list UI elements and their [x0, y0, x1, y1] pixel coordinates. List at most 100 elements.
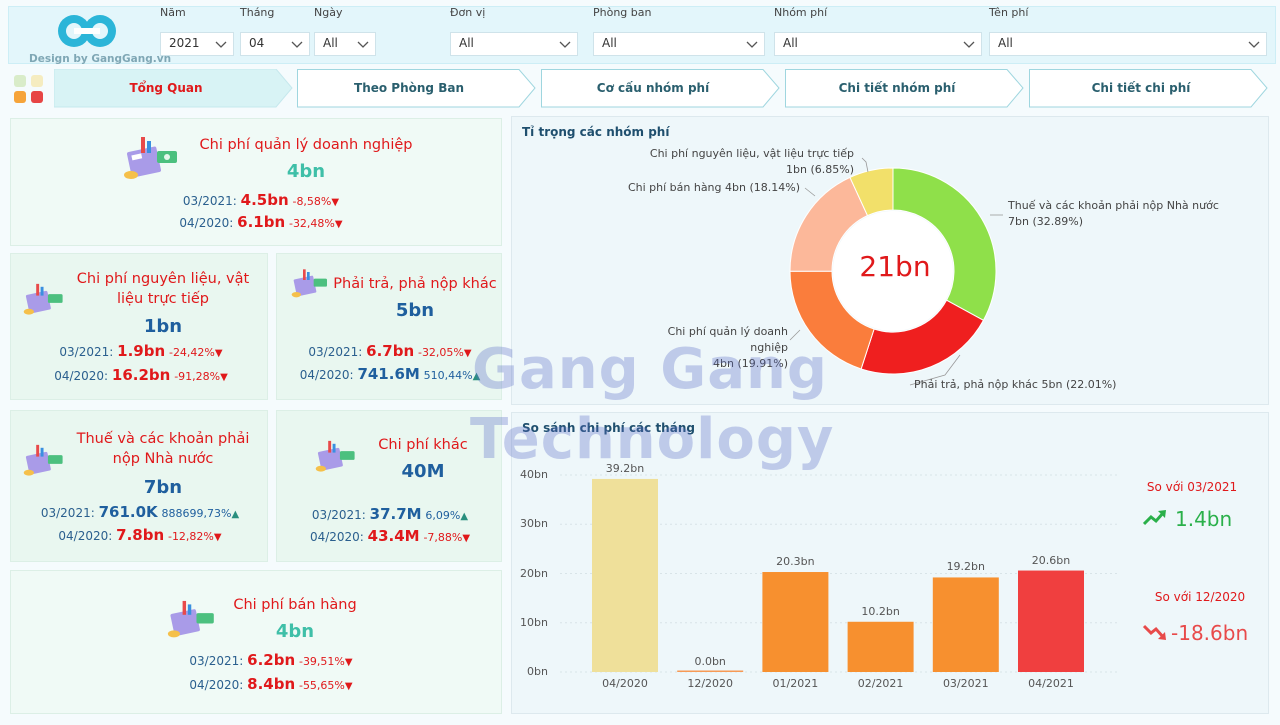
month-select[interactable]: 04 [240, 32, 310, 56]
bar[interactable] [1018, 570, 1084, 672]
filter-year: Năm 2021 [160, 6, 234, 56]
donut-label-materials: Chi phí nguyên liệu, vật liệu trực tiếp … [620, 146, 854, 178]
x-tick-label: 03/2021 [942, 677, 989, 690]
bar-value-label: 39.2bn [605, 461, 645, 475]
triangle-down-icon: ▼ [331, 197, 340, 208]
bar[interactable] [677, 670, 744, 673]
card-row-prev-month: 03/2021: 1.9bn -24,42%▼ [21, 342, 261, 360]
tab-label: Chi tiết chi phí [1091, 81, 1191, 95]
year-select[interactable]: 2021 [160, 32, 234, 56]
row-period: 03/2021: [182, 194, 237, 208]
card-row-prev-month: 03/2021: 4.5bn -8,58%▼ [131, 191, 391, 209]
row-pct: -8,58% [292, 195, 332, 208]
card-title: Chi phí quản lý doanh nghiệp [199, 137, 413, 153]
donut-label-payables: Phải trả, phả nộp khác 5bn (22.01%) [914, 378, 1117, 391]
row-pct: -91,28% [174, 370, 221, 383]
filter-label: Nhóm phí [774, 6, 828, 19]
donut-label-taxes: Thuế và các khoản phải nộp Nhà nước 7bn … [1008, 198, 1219, 230]
triangle-down-icon: ▼ [344, 657, 353, 668]
row-period: 04/2020: [299, 368, 354, 382]
day-select[interactable]: All [314, 32, 376, 56]
tab-shape [54, 69, 293, 108]
tab-fee-group-detail[interactable]: Chi tiết nhóm phí [785, 69, 1025, 108]
kpi-card-management: Chi phí quản lý doanh nghiệp 4bn 03/2021… [10, 118, 502, 246]
triangle-up-icon: ▲ [460, 511, 469, 522]
bar[interactable] [762, 572, 829, 672]
triangle-up-icon: ▲ [231, 509, 240, 520]
card-title: Phải trả, phả nộp khác [333, 276, 497, 292]
compare-value-dec-2020: -18.6bn [1171, 621, 1249, 645]
card-row-prev-month: 03/2021: 37.7M 6,09%▲ [281, 505, 499, 523]
row-period: 04/2020: [179, 216, 234, 230]
trend-up-icon [1142, 510, 1166, 526]
filter-label: Đơn vị [450, 6, 486, 19]
slice-value-line: 4bn (19.91%) [713, 357, 788, 370]
bar[interactable] [932, 577, 999, 672]
row-period: 03/2021: [189, 654, 244, 668]
leader-line [789, 329, 801, 341]
bar[interactable] [592, 478, 658, 672]
filter-label: Tháng [240, 6, 275, 19]
donut-hole [833, 211, 953, 331]
leader-line [804, 187, 816, 197]
tab-label: Cơ cấu nhóm phí [596, 81, 710, 95]
row-pct: 510,44% [423, 369, 473, 382]
app-menu-icon[interactable] [14, 72, 46, 104]
kpi-card-taxes: Thuế và các khoản phải nộp Nhà nước 7bn … [10, 410, 268, 562]
y-tick-label: 0bn [527, 665, 548, 678]
calculator-money-icon [167, 600, 214, 638]
leader-line [909, 354, 961, 386]
donut-slice[interactable] [849, 167, 894, 217]
card-row-prev-year: 04/2020: 6.1bn -32,48%▼ [131, 213, 391, 231]
chevron-down-icon [291, 41, 303, 48]
card-title: Thuế và các khoản phải nộp Nhà nước [76, 431, 250, 467]
tab-overview[interactable]: Tổng Quan [54, 69, 294, 108]
kpi-card-other: Chi phí khác 40M 03/2021: 37.7M 6,09%▲ 0… [276, 410, 502, 562]
card-value: 5bn [395, 300, 435, 321]
row-period: 03/2021: [40, 506, 95, 520]
donut-slice[interactable] [892, 167, 997, 322]
card-row-prev-month: 03/2021: 6.2bn -39,51%▼ [141, 651, 401, 669]
logo: Design by GangGang.vn [19, 11, 171, 65]
chevron-down-icon [215, 41, 227, 48]
row-amount: 7.8bn [116, 526, 165, 544]
fee-group-select[interactable]: All [774, 32, 982, 56]
row-amount: 741.6M [357, 365, 420, 383]
fee-name-select[interactable]: All [989, 32, 1267, 56]
card-row-prev-year: 04/2020: 7.8bn -12,82%▼ [15, 526, 265, 544]
kpi-card-materials: Chi phí nguyên liệu, vật liệu trực tiếp … [10, 253, 268, 400]
filter-label: Tên phí [989, 6, 1029, 19]
row-pct: -7,88% [423, 531, 463, 544]
card-row-prev-year: 04/2020: 741.6M 510,44%▲ [281, 365, 499, 383]
x-tick-label: 01/2021 [772, 677, 819, 690]
department-select[interactable]: All [593, 32, 765, 56]
triangle-down-icon: ▼ [220, 372, 228, 383]
calculator-money-icon [23, 444, 63, 476]
triangle-up-icon: ▲ [472, 371, 481, 382]
chevron-down-icon [357, 41, 369, 48]
unit-select[interactable]: All [450, 32, 578, 56]
tab-cost-detail[interactable]: Chi tiết chi phí [1029, 69, 1269, 108]
triangle-down-icon: ▼ [213, 532, 222, 543]
tab-by-department[interactable]: Theo Phòng Ban [297, 69, 537, 108]
tab-fee-structure[interactable]: Cơ cấu nhóm phí [541, 69, 781, 108]
filter-month: Tháng 04 [240, 6, 310, 56]
row-amount: 1.9bn [117, 342, 166, 360]
logo-caption: Design by GangGang.vn [29, 53, 172, 65]
filter-fee-group: Nhóm phí All [774, 6, 982, 56]
x-tick-label: 04/2020 [602, 677, 648, 690]
row-pct: 6,09% [425, 509, 461, 522]
bar[interactable] [847, 621, 914, 672]
trend-down-icon [1142, 624, 1166, 640]
triangle-down-icon: ▼ [462, 533, 471, 544]
compare-value-prev-month: 1.4bn [1175, 507, 1233, 531]
row-amount: 4.5bn [240, 191, 289, 209]
row-pct: -12,82% [167, 530, 214, 543]
filter-department: Phòng ban All [593, 6, 765, 56]
row-period: 04/2020: [309, 530, 364, 544]
compare-title-prev-month: So với 03/2021 [1146, 480, 1238, 494]
row-period: 04/2020: [58, 529, 113, 543]
kpi-card-payables: Phải trả, phả nộp khác 5bn 03/2021: 6.7b… [276, 253, 502, 400]
